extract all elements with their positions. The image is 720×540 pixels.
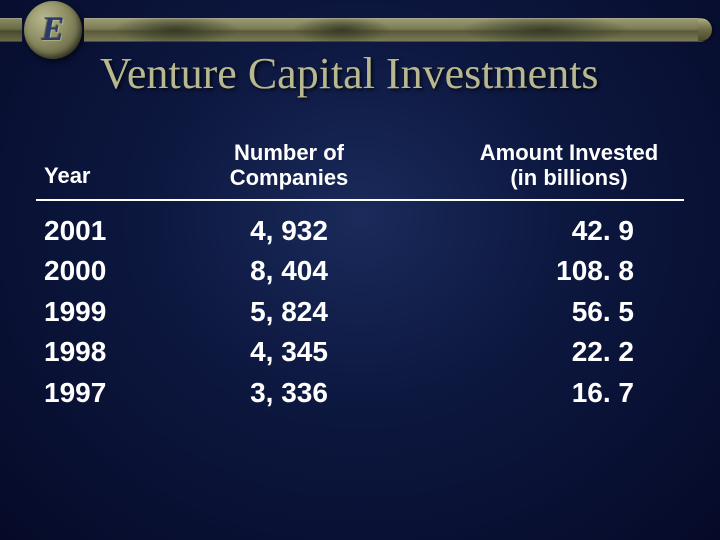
emblem-badge: E	[24, 1, 82, 59]
emblem-letter: E	[42, 11, 65, 49]
table-header-row: Year Number ofCompanies Amount Invested(…	[36, 140, 684, 197]
table-row: 19984, 34522. 2	[36, 332, 684, 373]
cell-amount: 42. 9	[404, 211, 700, 252]
table-header-rule	[36, 199, 684, 201]
decorative-top-bar: E	[0, 18, 720, 42]
cell-year: 1999	[36, 292, 174, 333]
cell-companies: 4, 932	[174, 211, 404, 252]
data-table: Year Number ofCompanies Amount Invested(…	[36, 140, 684, 414]
col-header-comp: Number ofCompanies	[174, 140, 404, 191]
cell-amount: 16. 7	[404, 373, 700, 414]
col-header-year: Year	[36, 163, 174, 190]
cell-companies: 3, 336	[174, 373, 404, 414]
cell-year: 2001	[36, 211, 174, 252]
cell-companies: 4, 345	[174, 332, 404, 373]
bar-segment-cap	[698, 18, 712, 42]
table-row: 19973, 33616. 7	[36, 373, 684, 414]
slide-title: Venture Capital Investments	[100, 48, 599, 99]
cell-year: 1998	[36, 332, 174, 373]
col-header-amount: Amount Invested(in billions)	[454, 140, 684, 191]
bar-segment-map	[84, 18, 698, 42]
cell-companies: 8, 404	[174, 251, 404, 292]
cell-amount: 56. 5	[404, 292, 700, 333]
table-row: 19995, 82456. 5	[36, 292, 684, 333]
cell-year: 2000	[36, 251, 174, 292]
cell-year: 1997	[36, 373, 174, 414]
bar-segment-left	[0, 18, 22, 42]
table-row: 20014, 93242. 9	[36, 211, 684, 252]
table-row: 20008, 404108. 8	[36, 251, 684, 292]
cell-amount: 108. 8	[404, 251, 700, 292]
cell-companies: 5, 824	[174, 292, 404, 333]
cell-amount: 22. 2	[404, 332, 700, 373]
